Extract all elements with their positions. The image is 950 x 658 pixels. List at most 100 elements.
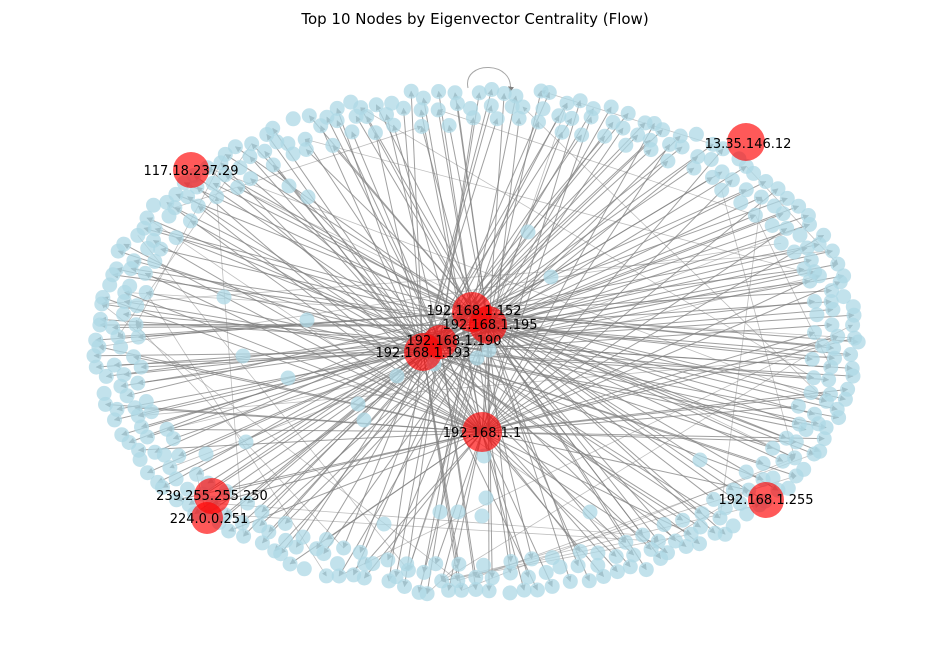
- graph-node: [837, 391, 853, 407]
- graph-node: [180, 481, 195, 497]
- graph-node: [824, 243, 840, 259]
- graph-node: [140, 465, 155, 481]
- graph-node: [130, 329, 146, 345]
- graph-node: [430, 102, 446, 118]
- edge: [234, 146, 489, 326]
- graph-node: [543, 269, 559, 285]
- graph-node: [483, 98, 499, 114]
- graph-node: [126, 253, 142, 269]
- graph-node: [662, 136, 678, 152]
- edge: [487, 324, 715, 500]
- graph-node: [765, 440, 781, 456]
- edge: [487, 324, 627, 543]
- graph-node: [802, 273, 818, 289]
- edge: [422, 351, 538, 591]
- edge: [133, 259, 441, 343]
- edge: [284, 324, 489, 524]
- graph-node: [635, 527, 651, 543]
- graph-node: [504, 99, 520, 114]
- graph-node: [88, 332, 104, 348]
- graph-node: [830, 256, 846, 272]
- edge: [113, 351, 424, 368]
- graph-node: [802, 217, 817, 232]
- graph-node: [705, 169, 720, 185]
- graph-node: [786, 244, 802, 260]
- graph-node: [150, 474, 166, 490]
- edge: [93, 351, 424, 359]
- graph-node: [608, 549, 624, 564]
- edge: [719, 196, 764, 519]
- graph-node: [655, 122, 671, 138]
- top-node-192-168-1-195: [469, 306, 507, 344]
- edge: [212, 501, 643, 536]
- edge: [481, 188, 779, 433]
- graph-node: [778, 430, 794, 446]
- edge: [206, 167, 827, 402]
- graph-node: [732, 495, 748, 511]
- graph-node: [481, 583, 497, 599]
- graph-node: [285, 111, 301, 127]
- graph-node: [209, 189, 225, 205]
- edge: [261, 341, 441, 513]
- edge: [225, 514, 659, 544]
- edge: [250, 178, 441, 343]
- edge: [188, 351, 424, 506]
- node-label: 192.168.1.152: [426, 304, 521, 319]
- graph-node: [622, 559, 638, 575]
- edge: [422, 351, 807, 432]
- graph-node: [791, 198, 807, 214]
- node-layer: [86, 82, 866, 602]
- edge: [224, 153, 473, 313]
- graph-node: [758, 174, 774, 189]
- graph-node: [168, 471, 184, 487]
- graph-node: [538, 565, 554, 580]
- graph-node: [733, 195, 749, 211]
- graph-node: [137, 265, 153, 281]
- graph-node: [344, 124, 360, 140]
- edge: [408, 90, 424, 353]
- graph-node: [159, 421, 175, 437]
- graph-node: [788, 468, 804, 484]
- graph-node: [620, 105, 636, 121]
- graph-node: [96, 385, 112, 401]
- edge: [471, 311, 800, 426]
- graph-node: [235, 348, 251, 364]
- graph-node: [531, 114, 546, 130]
- edge: [102, 296, 483, 433]
- graph-node: [416, 564, 432, 580]
- graph-node: [478, 490, 494, 506]
- graph-node: [489, 111, 505, 127]
- graph-node: [535, 101, 551, 117]
- graph-node: [806, 446, 822, 462]
- graph-node: [738, 464, 754, 480]
- graph-node: [238, 434, 254, 450]
- graph-node: [755, 456, 771, 471]
- graph-node: [811, 236, 827, 252]
- edge: [439, 117, 476, 343]
- graph-node: [806, 370, 822, 386]
- edge: [487, 324, 514, 563]
- graph-node: [799, 240, 815, 256]
- graph-node: [668, 533, 683, 549]
- edge: [481, 431, 797, 445]
- graph-node: [234, 515, 250, 531]
- graph-node: [484, 82, 500, 97]
- graph-node: [181, 497, 197, 513]
- edge: [422, 351, 854, 379]
- graph-node: [823, 359, 839, 375]
- edge: [487, 278, 811, 326]
- edge: [116, 267, 441, 343]
- graph-node: [672, 128, 688, 144]
- edge: [392, 124, 483, 433]
- graph-node: [295, 529, 311, 545]
- graph-node: [300, 189, 316, 205]
- graph-node: [98, 368, 114, 384]
- edge: [481, 281, 841, 433]
- graph-node: [450, 573, 466, 589]
- graph-node: [281, 178, 297, 194]
- edge: [481, 179, 733, 433]
- edge: [144, 272, 483, 433]
- node-label: 192.168.1.193: [375, 346, 470, 361]
- graph-node: [379, 107, 394, 123]
- top-node-192-168-1-255: [748, 482, 784, 518]
